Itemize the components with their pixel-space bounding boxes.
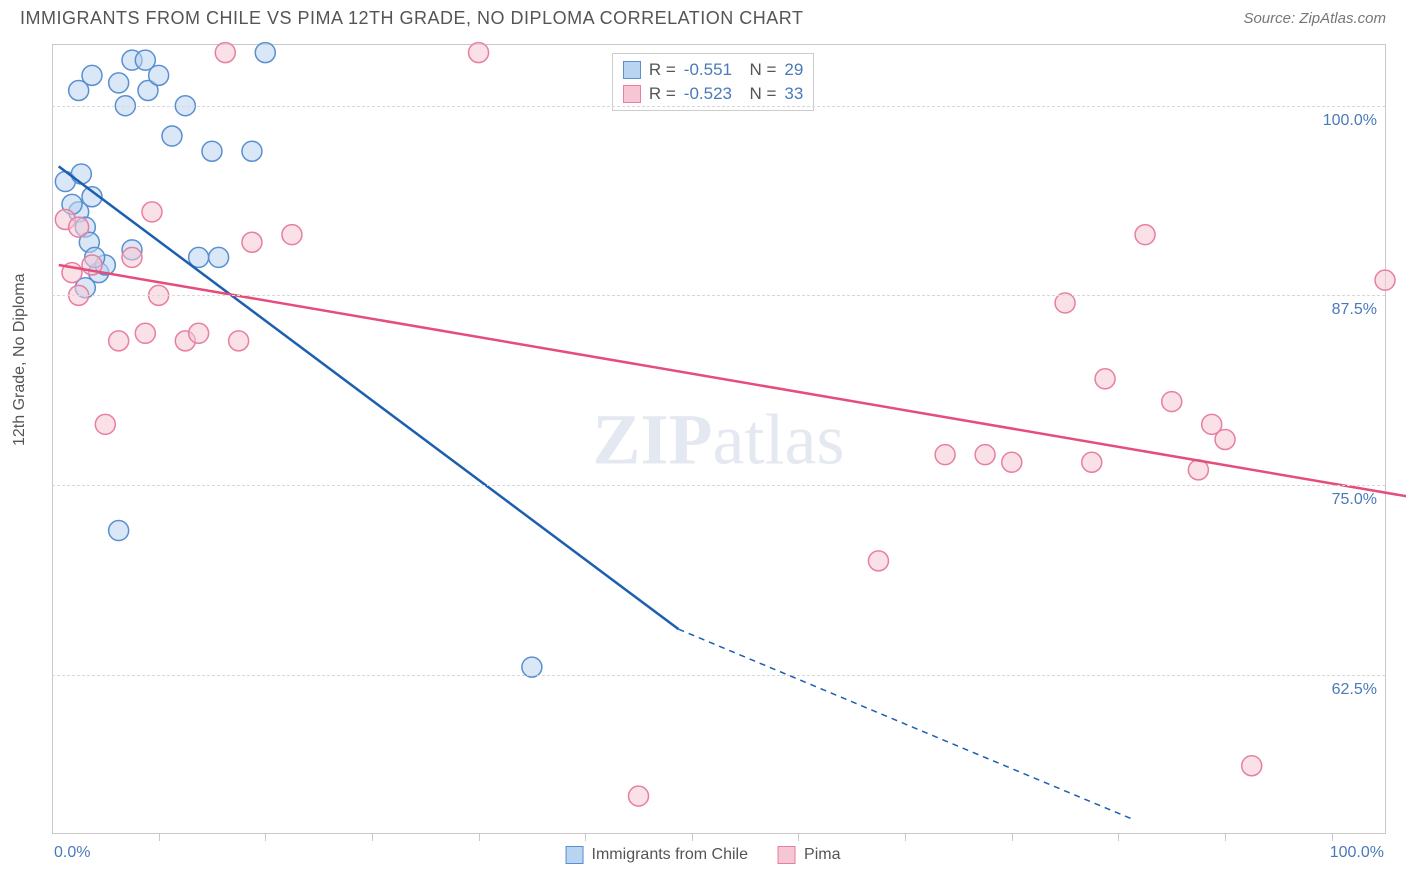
gridline bbox=[52, 485, 1385, 486]
x-tick bbox=[692, 834, 693, 841]
scatter-point bbox=[1135, 225, 1155, 245]
y-axis-title: 12th Grade, No Diploma bbox=[11, 273, 29, 446]
scatter-point bbox=[629, 786, 649, 806]
source-attribution: Source: ZipAtlas.com bbox=[1243, 10, 1386, 27]
x-tick bbox=[1118, 834, 1119, 841]
scatter-point bbox=[149, 65, 169, 85]
gridline bbox=[52, 106, 1385, 107]
stats-row-chile: R = -0.551 N = 29 bbox=[623, 58, 803, 82]
x-tick bbox=[479, 834, 480, 841]
r-value-pima: -0.523 bbox=[684, 84, 732, 104]
x-tick bbox=[905, 834, 906, 841]
chart-title: IMMIGRANTS FROM CHILE VS PIMA 12TH GRADE… bbox=[20, 8, 803, 29]
scatter-point bbox=[1162, 392, 1182, 412]
scatter-point bbox=[229, 331, 249, 351]
scatter-point bbox=[202, 141, 222, 161]
x-tick bbox=[798, 834, 799, 841]
bottom-legend: Immigrants from Chile Pima bbox=[566, 846, 841, 864]
n-value-pima: 33 bbox=[784, 84, 803, 104]
scatter-point bbox=[122, 247, 142, 267]
regression-line bbox=[59, 265, 1406, 497]
scatter-point bbox=[82, 65, 102, 85]
y-tick-label: 87.5% bbox=[1332, 301, 1377, 319]
x-tick bbox=[159, 834, 160, 841]
scatter-point bbox=[1215, 430, 1235, 450]
x-tick bbox=[585, 834, 586, 841]
plot-area: ZIPatlas R = -0.551 N = 29 R = -0.523 N … bbox=[52, 44, 1386, 834]
plot-svg bbox=[52, 45, 1385, 834]
scatter-point bbox=[1082, 452, 1102, 472]
regression-line bbox=[59, 166, 679, 629]
scatter-point bbox=[135, 323, 155, 343]
n-label: N = bbox=[740, 84, 776, 104]
r-value-chile: -0.551 bbox=[684, 60, 732, 80]
legend-item-pima: Pima bbox=[778, 846, 840, 864]
scatter-point bbox=[142, 202, 162, 222]
legend-swatch-chile bbox=[566, 846, 584, 864]
swatch-chile bbox=[623, 61, 641, 79]
scatter-point bbox=[209, 247, 229, 267]
r-label: R = bbox=[649, 84, 676, 104]
scatter-point bbox=[109, 521, 129, 541]
x-tick bbox=[1225, 834, 1226, 841]
scatter-point bbox=[71, 164, 91, 184]
scatter-point bbox=[242, 141, 262, 161]
gridline bbox=[52, 675, 1385, 676]
x-axis-min-label: 0.0% bbox=[54, 844, 90, 862]
stats-row-pima: R = -0.523 N = 33 bbox=[623, 82, 803, 106]
scatter-point bbox=[868, 551, 888, 571]
scatter-point bbox=[109, 331, 129, 351]
scatter-point bbox=[975, 445, 995, 465]
scatter-point bbox=[215, 43, 235, 63]
scatter-point bbox=[95, 414, 115, 434]
scatter-point bbox=[935, 445, 955, 465]
x-tick bbox=[265, 834, 266, 841]
legend-swatch-pima bbox=[778, 846, 796, 864]
legend-label-chile: Immigrants from Chile bbox=[592, 846, 748, 864]
scatter-point bbox=[469, 43, 489, 63]
n-value-chile: 29 bbox=[784, 60, 803, 80]
scatter-point bbox=[242, 232, 262, 252]
r-label: R = bbox=[649, 60, 676, 80]
y-tick-label: 62.5% bbox=[1332, 681, 1377, 699]
n-label: N = bbox=[740, 60, 776, 80]
swatch-pima bbox=[623, 85, 641, 103]
y-tick-label: 75.0% bbox=[1332, 491, 1377, 509]
legend-label-pima: Pima bbox=[804, 846, 840, 864]
scatter-point bbox=[1095, 369, 1115, 389]
x-tick bbox=[1012, 834, 1013, 841]
scatter-point bbox=[69, 217, 89, 237]
scatter-point bbox=[109, 73, 129, 93]
scatter-point bbox=[282, 225, 302, 245]
stats-legend: R = -0.551 N = 29 R = -0.523 N = 33 bbox=[612, 53, 814, 111]
scatter-point bbox=[1375, 270, 1395, 290]
legend-item-chile: Immigrants from Chile bbox=[566, 846, 748, 864]
x-tick bbox=[372, 834, 373, 841]
x-tick bbox=[1332, 834, 1333, 841]
scatter-point bbox=[1242, 756, 1262, 776]
scatter-point bbox=[255, 43, 275, 63]
y-tick-label: 100.0% bbox=[1323, 112, 1377, 130]
scatter-point bbox=[162, 126, 182, 146]
scatter-point bbox=[189, 323, 209, 343]
chart-container: ZIPatlas R = -0.551 N = 29 R = -0.523 N … bbox=[52, 44, 1386, 834]
gridline bbox=[52, 295, 1385, 296]
scatter-point bbox=[1002, 452, 1022, 472]
x-axis-max-label: 100.0% bbox=[1330, 844, 1384, 862]
regression-line-extrapolated bbox=[679, 629, 1132, 819]
